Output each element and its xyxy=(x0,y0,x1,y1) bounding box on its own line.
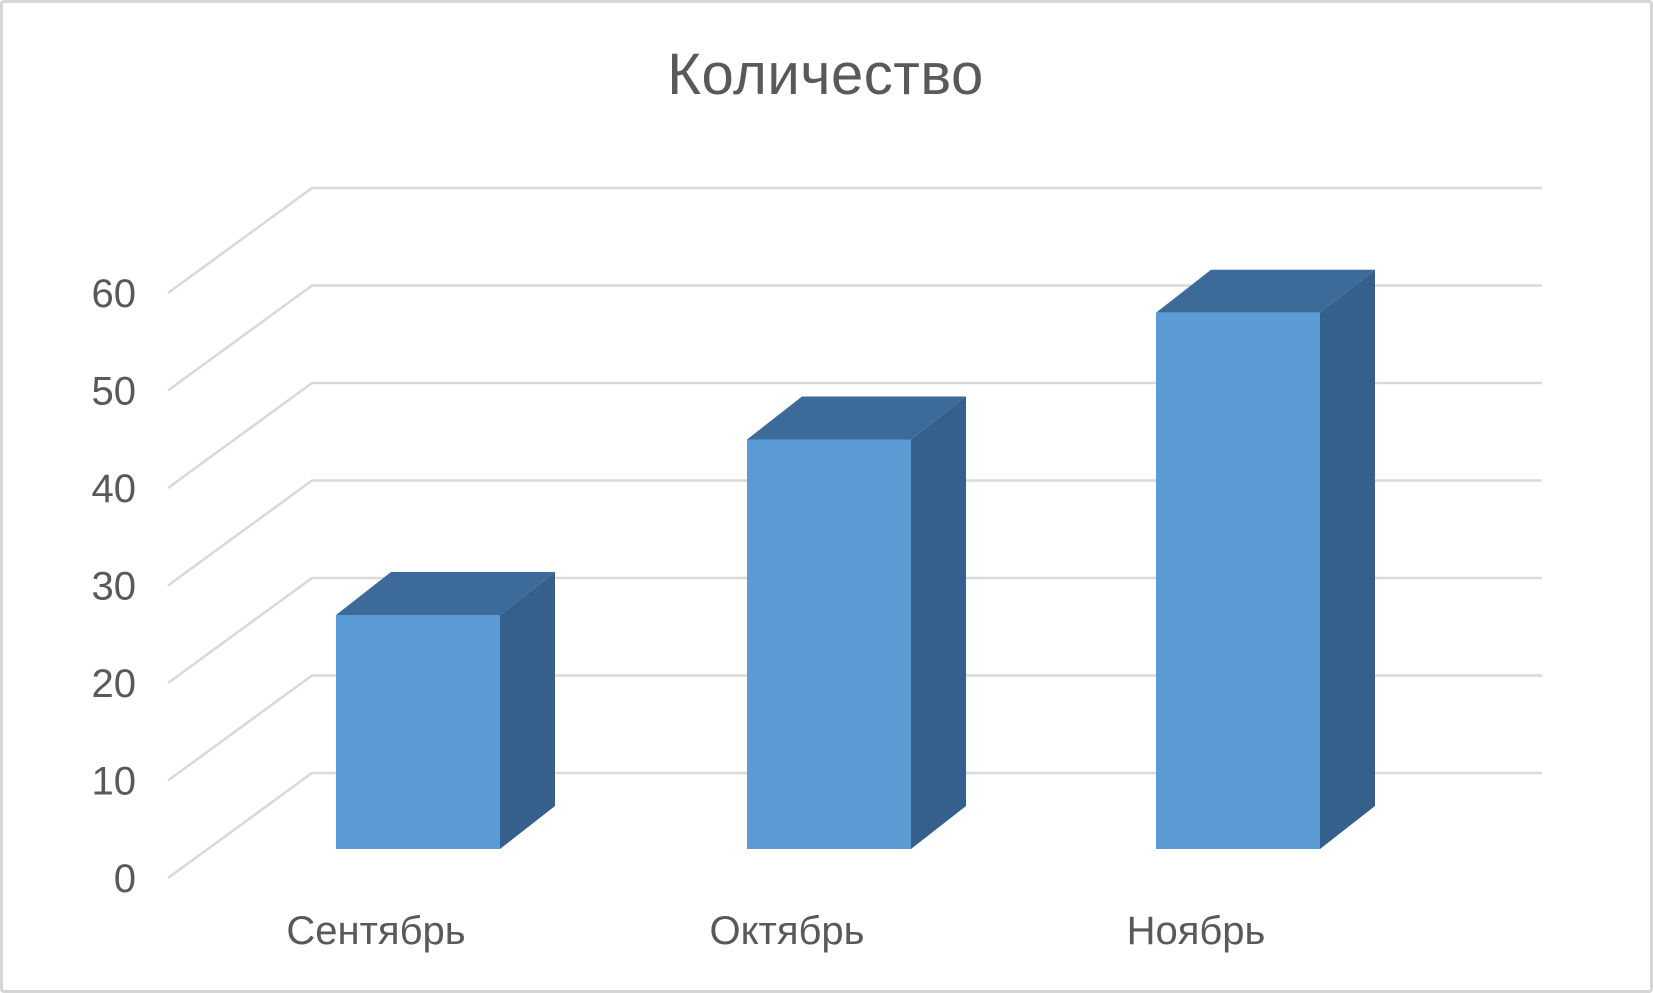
bar-october-top-face xyxy=(747,396,966,440)
bar-november-front-face xyxy=(1156,312,1320,849)
x-category-label-september: Сентябрь xyxy=(286,909,465,953)
gridline-0 xyxy=(167,771,1542,880)
gridline-10 xyxy=(167,674,1542,782)
bar-october-side-face xyxy=(911,396,966,849)
bar-october-front-face xyxy=(747,439,911,849)
bar-september-front-face xyxy=(336,615,500,849)
gridline-20 xyxy=(167,576,1542,685)
bar-november-top-face xyxy=(1156,269,1375,313)
bar-september-top-face xyxy=(336,572,555,615)
y-tick-label-50: 50 xyxy=(92,370,137,414)
y-tick-label-60: 60 xyxy=(92,272,137,316)
y-tick-label-30: 30 xyxy=(92,565,137,609)
chart-title: Количество xyxy=(667,42,984,107)
y-tick-label-10: 10 xyxy=(92,760,137,804)
bar-november-side-face xyxy=(1320,269,1375,849)
gridline-30 xyxy=(167,479,1542,587)
gridline-50 xyxy=(167,284,1542,392)
plot-area: 0 10 20 30 40 50 60 Сентябрь Октябрь Ноябрь xyxy=(92,186,1542,953)
y-tick-label-0: 0 xyxy=(114,857,136,901)
bar-september-side-face xyxy=(500,572,555,849)
gridline-60 xyxy=(167,186,1542,295)
y-tick-label-40: 40 xyxy=(92,467,137,511)
gridline-40 xyxy=(167,381,1542,490)
x-category-label-november: Ноябрь xyxy=(1127,909,1266,953)
y-tick-label-20: 20 xyxy=(92,662,137,706)
x-category-label-october: Октябрь xyxy=(709,909,864,953)
